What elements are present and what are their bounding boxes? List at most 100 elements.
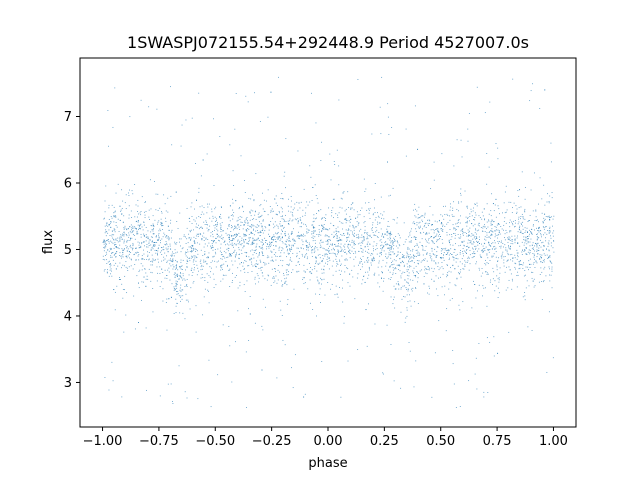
data-point — [406, 309, 408, 311]
data-point — [140, 246, 142, 248]
data-point — [153, 245, 154, 247]
data-point — [311, 273, 313, 275]
data-point — [540, 234, 542, 236]
data-point — [500, 245, 502, 247]
data-point — [343, 245, 345, 247]
data-point — [252, 237, 254, 239]
data-point — [231, 381, 233, 383]
data-point — [531, 277, 533, 279]
data-point — [235, 233, 237, 235]
data-point — [195, 251, 197, 252]
data-point — [280, 225, 282, 227]
data-point — [195, 163, 196, 164]
data-point — [482, 215, 484, 217]
data-point — [392, 243, 394, 245]
data-point — [485, 264, 487, 266]
data-point — [461, 156, 463, 158]
data-point — [230, 227, 232, 229]
data-point — [138, 247, 140, 249]
data-point — [171, 229, 173, 231]
data-point — [453, 248, 455, 250]
data-point — [232, 239, 234, 241]
data-point — [249, 225, 251, 227]
data-point — [218, 236, 220, 238]
data-point — [553, 230, 555, 232]
data-point — [387, 269, 389, 271]
data-point — [507, 237, 509, 239]
data-point — [272, 217, 273, 219]
data-point — [449, 209, 451, 211]
data-point — [135, 259, 137, 261]
data-point — [433, 232, 435, 234]
data-point — [144, 268, 146, 270]
data-point — [141, 281, 143, 283]
data-point — [504, 217, 506, 219]
data-point — [519, 189, 521, 191]
data-point — [394, 240, 396, 242]
data-point — [158, 237, 160, 239]
data-point — [170, 258, 171, 260]
data-point — [230, 231, 232, 232]
data-point — [245, 351, 247, 353]
data-point — [443, 254, 444, 256]
data-point — [539, 177, 541, 179]
data-point — [268, 256, 270, 258]
data-point — [204, 251, 206, 253]
data-point — [373, 250, 374, 252]
data-point — [283, 219, 285, 221]
data-point — [122, 221, 124, 223]
data-point — [190, 287, 192, 289]
data-point — [248, 237, 250, 239]
data-point — [128, 240, 130, 241]
data-point — [446, 223, 448, 225]
data-point — [362, 240, 364, 242]
data-point — [446, 250, 448, 252]
data-point — [226, 243, 228, 245]
data-point — [462, 251, 463, 253]
data-point — [228, 236, 230, 238]
data-point — [395, 245, 397, 247]
data-point — [334, 253, 336, 254]
data-point — [160, 239, 161, 241]
data-point — [546, 201, 548, 203]
data-point — [368, 212, 370, 214]
data-point — [337, 251, 339, 253]
data-point — [337, 253, 339, 255]
data-point — [372, 222, 374, 224]
data-point — [380, 228, 382, 230]
data-point — [524, 249, 526, 251]
data-point — [511, 278, 513, 280]
data-point — [258, 254, 260, 256]
data-point — [539, 274, 541, 275]
data-point — [494, 248, 496, 250]
data-point — [140, 99, 142, 101]
data-point — [333, 249, 335, 250]
data-point — [533, 286, 535, 288]
data-point — [486, 262, 488, 264]
data-point — [540, 257, 542, 259]
data-point — [527, 266, 529, 268]
data-point — [489, 260, 491, 261]
data-point — [366, 251, 368, 253]
data-point — [358, 235, 360, 237]
data-point — [474, 284, 476, 285]
data-point — [126, 250, 128, 252]
data-point — [285, 244, 287, 246]
data-point — [269, 206, 271, 207]
data-point — [478, 267, 480, 269]
data-point — [248, 243, 250, 245]
data-point — [106, 259, 108, 261]
data-point — [191, 255, 193, 257]
data-point — [291, 246, 292, 248]
data-point — [460, 276, 462, 278]
data-point — [389, 266, 391, 268]
data-point — [477, 241, 479, 243]
data-point — [258, 246, 260, 248]
data-point — [454, 233, 456, 235]
data-point — [185, 299, 187, 301]
data-point — [175, 305, 177, 307]
data-point — [313, 220, 315, 222]
data-point — [277, 231, 279, 233]
data-point — [171, 255, 173, 257]
data-point — [426, 233, 428, 235]
